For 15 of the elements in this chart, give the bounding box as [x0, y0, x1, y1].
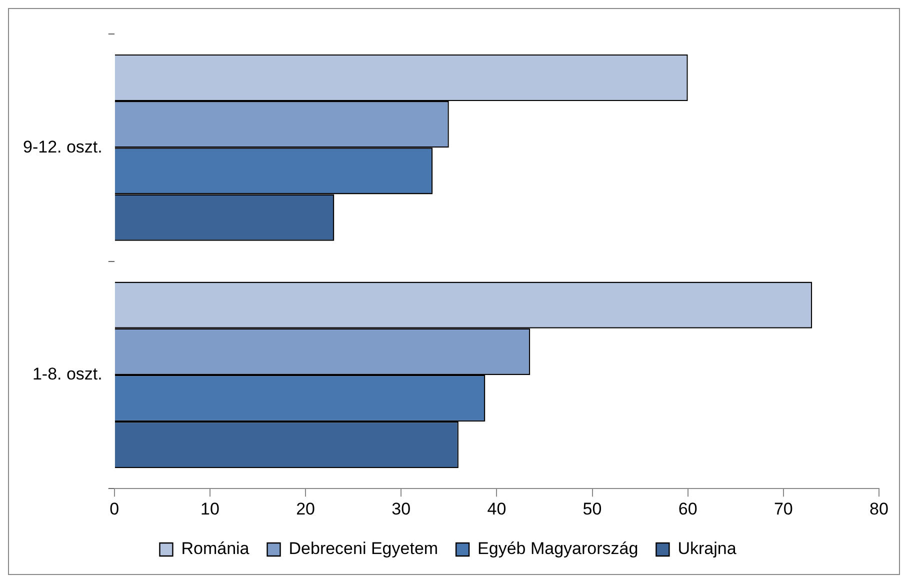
legend-label: Ukrajna: [678, 539, 737, 558]
legend-label: Debreceni Egyetem: [288, 539, 438, 558]
x-tick-label: 50: [582, 499, 602, 518]
x-tick-label: 80: [870, 499, 888, 518]
x-tick-label: 30: [392, 499, 411, 518]
y-tick-label: 9-12. oszt.: [22, 137, 102, 156]
x-tick-label: 10: [200, 499, 220, 518]
x-tick-label: 70: [774, 499, 793, 518]
legend-label: Románia: [181, 539, 250, 558]
x-tick-label: 0: [110, 499, 120, 518]
x-tick-label: 20: [296, 499, 315, 518]
x-tick-label: 40: [487, 499, 506, 518]
x-tick-label: 60: [678, 499, 698, 518]
legend-label: Egyéb Magyarország: [478, 539, 638, 558]
y-tick-label: 1-8. oszt.: [32, 364, 102, 384]
